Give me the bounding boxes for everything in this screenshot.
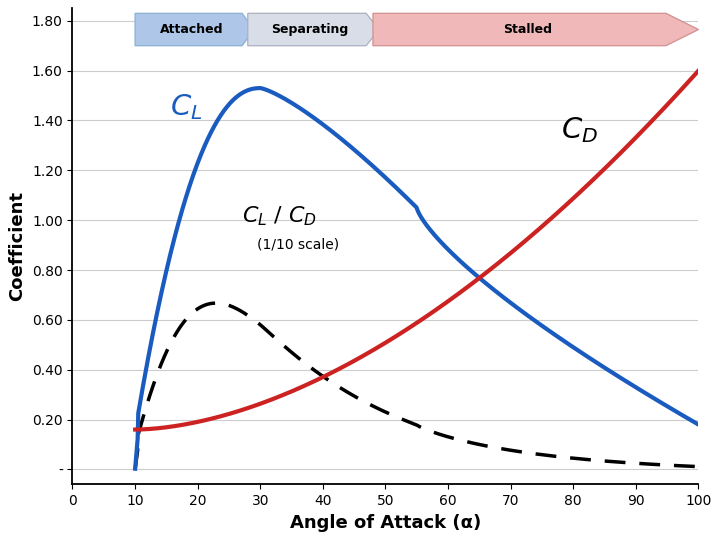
Text: (1/10 scale): (1/10 scale) — [257, 238, 339, 252]
Polygon shape — [135, 14, 254, 46]
Text: $\mathbf{\mathit{C_L}}$: $\mathbf{\mathit{C_L}}$ — [169, 92, 202, 122]
Text: Separating: Separating — [271, 23, 348, 36]
Text: Attached: Attached — [160, 23, 223, 36]
Text: $\mathbf{\mathit{C_D}}$: $\mathbf{\mathit{C_D}}$ — [561, 115, 598, 145]
Y-axis label: Coefficient: Coefficient — [9, 191, 27, 301]
Polygon shape — [248, 14, 379, 46]
Text: $\mathbf{\mathit{C_L}}$ $\mathbf{\mathit{/}}$ $\mathbf{\mathit{C_D}}$: $\mathbf{\mathit{C_L}}$ $\mathbf{\mathit… — [241, 205, 317, 228]
Text: Stalled: Stalled — [503, 23, 552, 36]
Polygon shape — [373, 14, 698, 46]
X-axis label: Angle of Attack (α): Angle of Attack (α) — [290, 514, 481, 532]
